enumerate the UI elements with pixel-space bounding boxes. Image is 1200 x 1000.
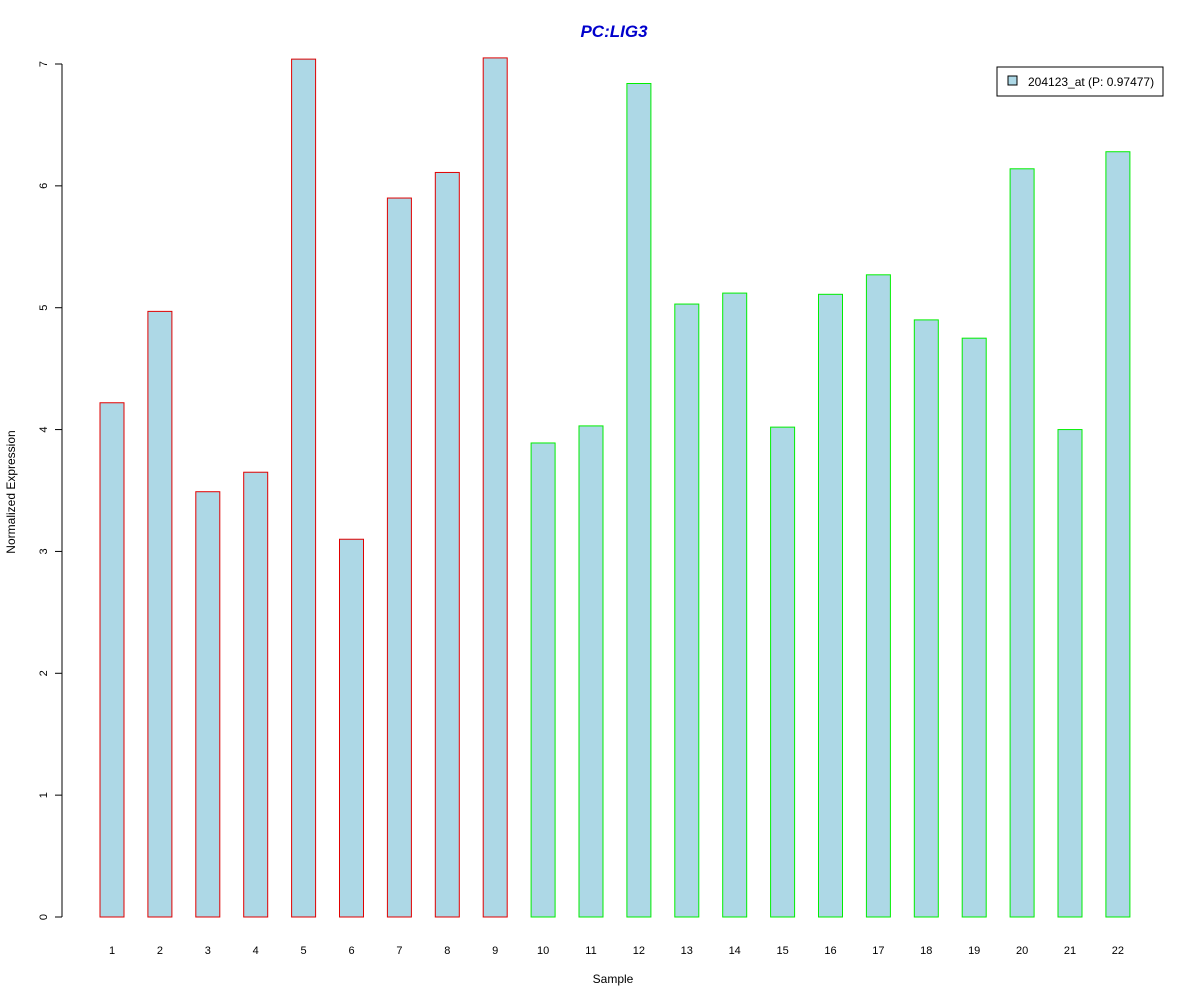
bar-sample-2 xyxy=(147,310,173,918)
y-tick-label: 3 xyxy=(38,548,50,554)
y-axis-title: Normalized Expression xyxy=(4,430,18,553)
y-tick-label: 1 xyxy=(38,792,50,798)
bar-sample-6 xyxy=(339,538,364,918)
x-tick-label: 13 xyxy=(681,945,693,957)
x-axis-title: Sample xyxy=(593,972,634,986)
bar-sample-4 xyxy=(243,471,269,918)
bar-sample-16 xyxy=(818,293,843,918)
x-tick-label: 2 xyxy=(157,945,163,957)
legend-box xyxy=(996,66,1164,97)
x-tick-label: 1 xyxy=(109,945,115,957)
bar-sample-1 xyxy=(99,402,125,918)
x-tick-label: 12 xyxy=(633,945,645,957)
x-tick-label: 22 xyxy=(1112,945,1124,957)
y-tick-label: 7 xyxy=(38,61,50,67)
bars xyxy=(99,57,1131,918)
y-tick-label: 0 xyxy=(38,914,50,920)
bar-sample-18 xyxy=(913,319,939,918)
bar-sample-5 xyxy=(291,58,317,918)
bar-sample-12 xyxy=(626,82,652,918)
y-tick-label: 2 xyxy=(38,670,50,676)
x-tick-label: 20 xyxy=(1016,945,1028,957)
x-tick-label: 14 xyxy=(729,945,741,957)
bar-sample-14 xyxy=(722,292,748,918)
x-tick-label: 7 xyxy=(396,945,402,957)
x-tick-label: 5 xyxy=(301,945,307,957)
bar-sample-21 xyxy=(1057,429,1083,918)
x-tick-label: 11 xyxy=(585,945,596,957)
x-tick-label: 21 xyxy=(1064,945,1076,957)
bar-sample-19 xyxy=(961,337,987,918)
y-tick-label: 4 xyxy=(38,427,50,433)
x-tick-label: 6 xyxy=(348,945,354,957)
x-tick-label: 3 xyxy=(205,945,211,957)
bar-sample-9 xyxy=(482,57,508,918)
legend: 204123_at (P: 0.97477) xyxy=(996,66,1164,97)
bar-sample-10 xyxy=(530,442,556,918)
legend-swatch xyxy=(1007,75,1018,86)
x-tick-label: 19 xyxy=(968,945,980,957)
legend-label: 204123_at (P: 0.97477) xyxy=(1028,75,1154,89)
x-tick-label: 16 xyxy=(824,945,836,957)
x-tick-label: 15 xyxy=(776,945,788,957)
bar-sample-13 xyxy=(674,303,700,918)
bar-sample-3 xyxy=(195,491,221,918)
bar-sample-15 xyxy=(770,426,796,918)
x-tick-label: 10 xyxy=(537,945,549,957)
x-tick-label: 9 xyxy=(492,945,498,957)
y-tick-label: 6 xyxy=(38,183,50,189)
bar-sample-20 xyxy=(1009,168,1035,918)
chart-title: PC:LIG3 xyxy=(580,22,648,41)
y-tick-label: 5 xyxy=(38,305,50,311)
x-tick-label: 17 xyxy=(872,945,884,957)
x-tick-label: 8 xyxy=(444,945,450,957)
y-axis: 0 1 2 3 4 5 6 7 xyxy=(38,61,63,920)
x-tick-labels: 1 2 3 4 5 6 7 8 9 10 11 12 13 14 15 16 17 18 19 20 21 22 xyxy=(109,945,1124,957)
bar-sample-11 xyxy=(578,425,604,918)
bar-sample-17 xyxy=(865,274,891,918)
bar-sample-7 xyxy=(386,197,412,918)
bar-sample-8 xyxy=(434,171,460,918)
x-tick-label: 4 xyxy=(253,945,259,957)
bar-sample-22 xyxy=(1105,151,1131,918)
x-tick-label: 18 xyxy=(920,945,932,957)
